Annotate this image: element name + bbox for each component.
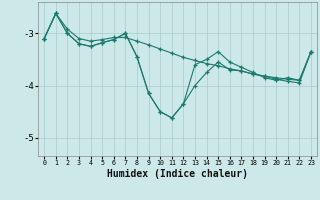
X-axis label: Humidex (Indice chaleur): Humidex (Indice chaleur) [107, 169, 248, 179]
